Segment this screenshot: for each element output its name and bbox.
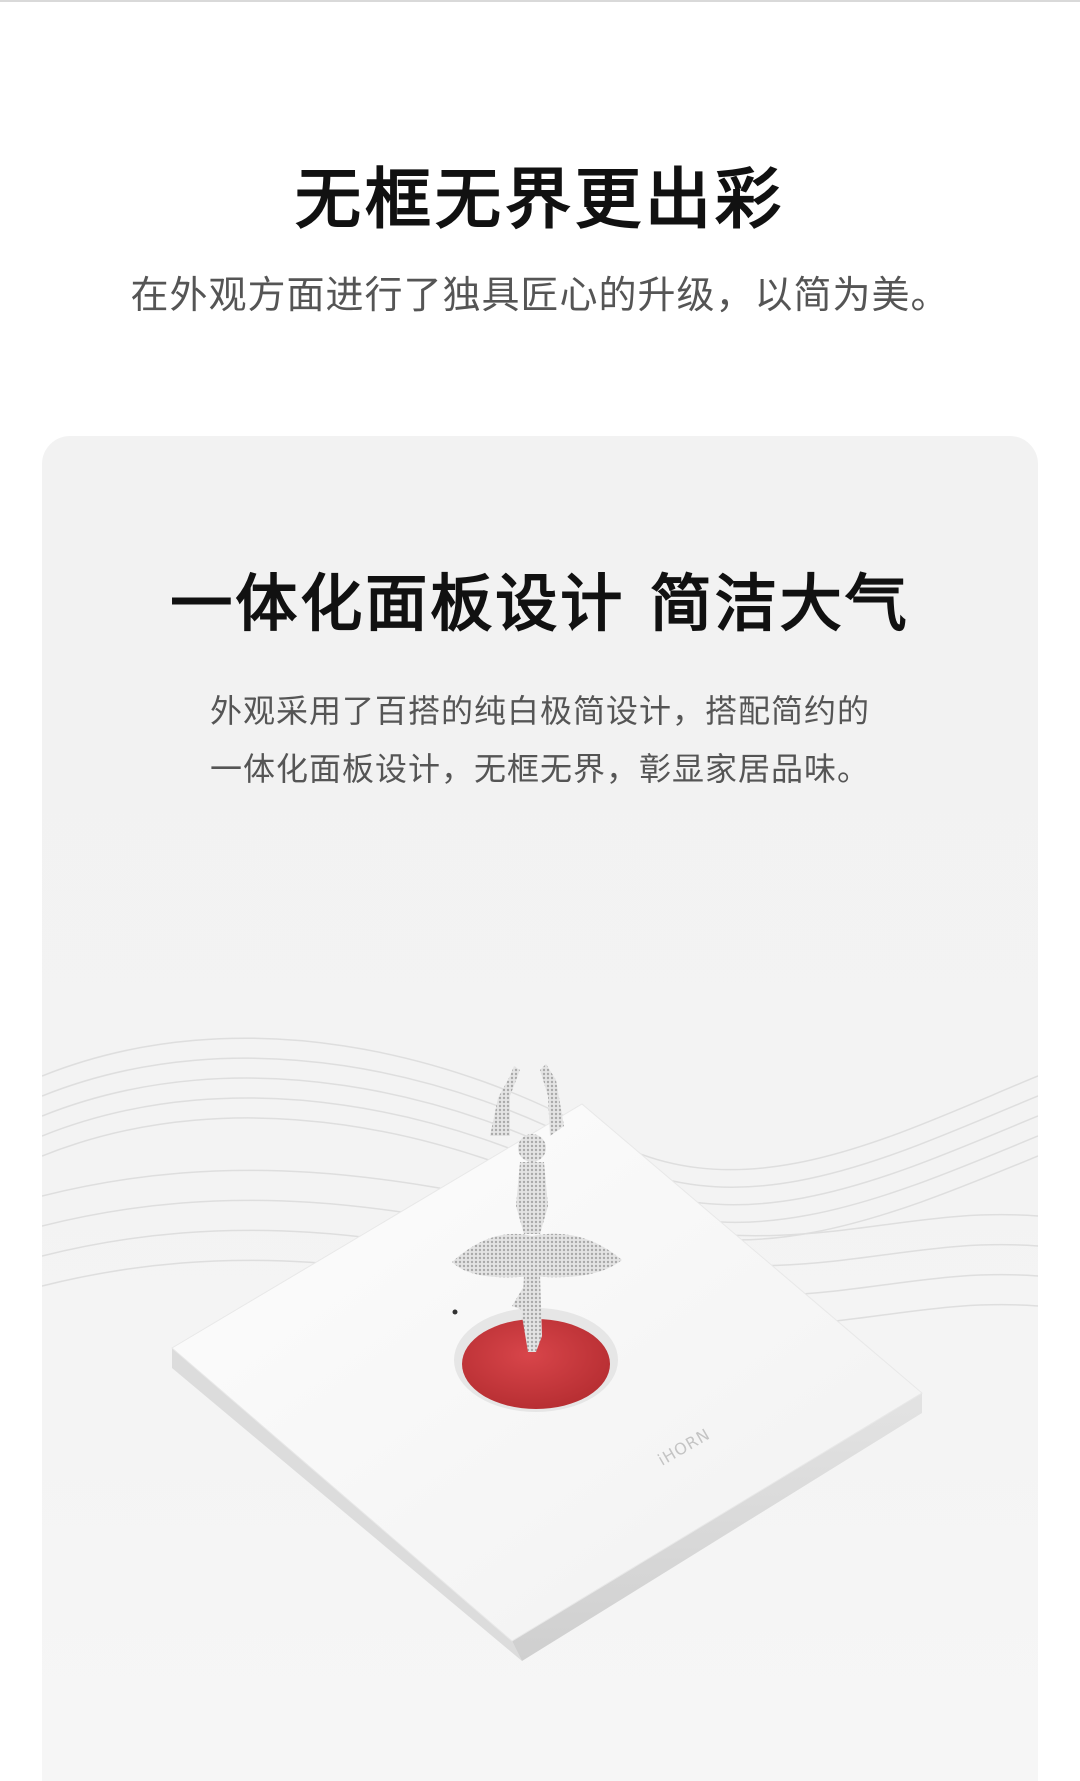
ballerina-figure [452,1064,622,1352]
indicator-dot [452,1309,458,1315]
feature-card: iHORN 一体化面板设计 简洁大气 外观采用了百搭的纯白极简设计，搭配简约的 … [42,436,1038,1781]
top-divider [0,0,1080,2]
card-description: 外观采用了百搭的纯白极简设计，搭配简约的 一体化面板设计，无框无界，彰显家居品味… [42,682,1038,798]
card-description-line: 一体化面板设计，无框无界，彰显家居品味。 [209,750,870,788]
card-description-line: 外观采用了百搭的纯白极简设计，搭配简约的 [209,692,870,730]
panel-edge [172,1348,522,1661]
product-illustration: iHORN [42,1037,1038,1661]
section-title: 无框无界更出彩 [295,161,785,238]
red-button [462,1319,610,1409]
card-title: 一体化面板设计 简洁大气 [170,567,910,640]
section-subtitle: 在外观方面进行了独具匠心的升级，以简为美。 [130,273,950,317]
